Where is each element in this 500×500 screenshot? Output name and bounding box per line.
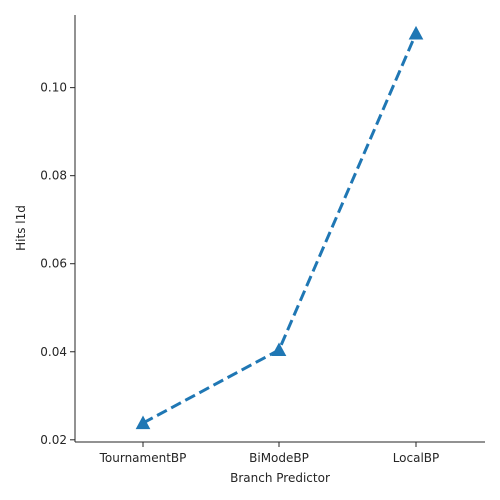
x-tick-label: TournamentBP [99, 451, 187, 465]
y-axis-label: Hits l1d [14, 205, 28, 251]
data-point-marker [271, 342, 287, 357]
y-tick-label: 0.08 [40, 169, 67, 183]
y-tick-label: 0.02 [40, 433, 67, 447]
series-line [135, 25, 424, 430]
y-tick-label: 0.06 [40, 257, 67, 271]
data-point-marker [135, 415, 151, 430]
data-point-marker [408, 25, 424, 40]
x-axis-ticks: TournamentBP BiModeBP LocalBP [99, 442, 440, 465]
y-tick-label: 0.04 [40, 345, 67, 359]
x-tick-label: BiModeBP [249, 451, 309, 465]
y-tick-label: 0.10 [40, 81, 67, 95]
series-path [142, 32, 418, 425]
y-axis-ticks: 0.02 0.04 0.06 0.08 0.10 [40, 81, 75, 447]
x-tick-label: LocalBP [393, 451, 440, 465]
x-axis-label: Branch Predictor [230, 471, 330, 485]
